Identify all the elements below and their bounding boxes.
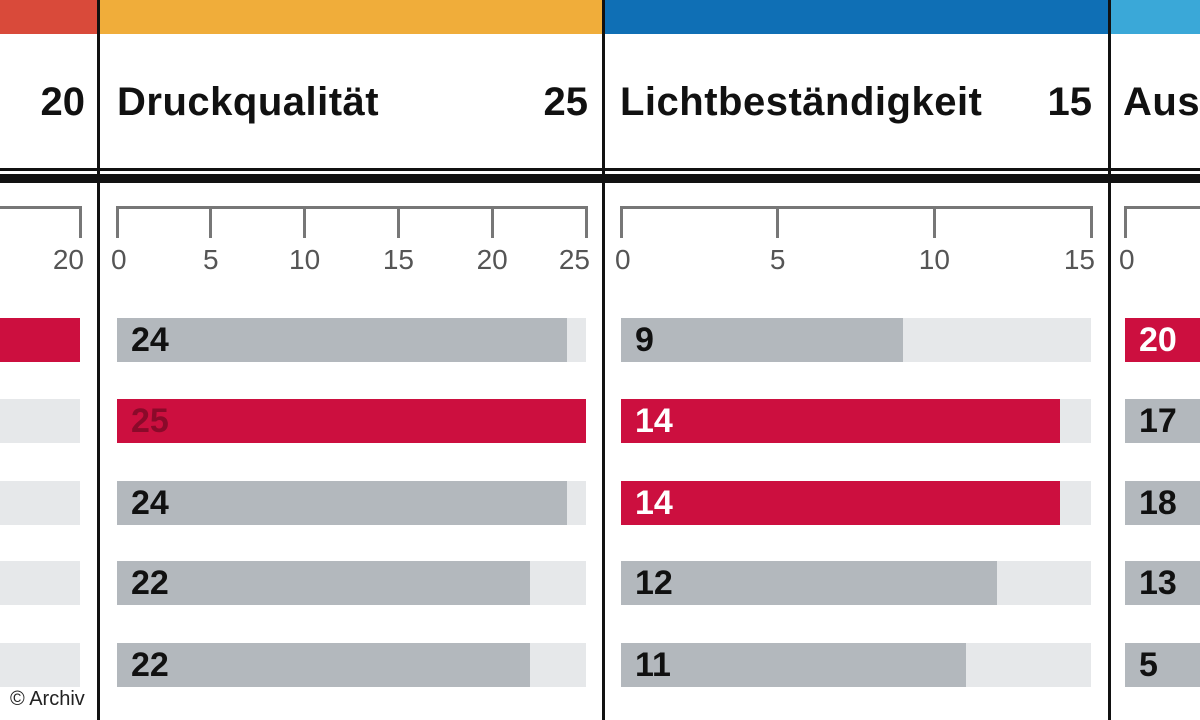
bar-value-lichtbeständigkeit-0: 9 — [635, 321, 654, 359]
tick-druckqualität-25 — [584, 206, 588, 238]
bar-auss-2 — [1125, 481, 1200, 525]
bar-value-druckqualität-2: 24 — [131, 484, 169, 522]
panel-divider-2 — [1108, 0, 1111, 720]
panel-max-druckqualität: 25 — [543, 80, 589, 124]
axis-line-druckqualität — [117, 206, 586, 209]
copyright-label: © Archiv — [10, 688, 85, 710]
bar-value-lichtbeständigkeit-4: 11 — [635, 646, 671, 684]
bar-value-lichtbeständigkeit-3: 12 — [635, 564, 673, 602]
tick-lichtbeständigkeit-0 — [619, 206, 623, 238]
color-bar-panel-0 — [0, 0, 97, 34]
tick-lichtbeständigkeit-15 — [1089, 206, 1093, 238]
tick-druckqualität-15 — [396, 206, 400, 238]
header-divider-thick — [0, 174, 1200, 183]
bar-track-panel-0-2 — [0, 481, 80, 525]
tick-label-druckqualität-15: 15 — [382, 244, 414, 275]
tick-label-druckqualität-10: 10 — [289, 244, 321, 275]
bar-lichtbeständigkeit-4 — [621, 643, 966, 687]
bar-value-auss-4: 5 — [1139, 646, 1158, 684]
bar-druckqualität-3 — [117, 561, 530, 605]
bar-lichtbeständigkeit-1 — [621, 399, 1060, 443]
tick-label-lichtbeständigkeit-15: 15 — [1063, 244, 1095, 275]
bar-value-druckqualität-3: 22 — [131, 564, 169, 602]
tick-label-druckqualität-25: 25 — [558, 244, 590, 275]
tick-label-druckqualität-0: 0 — [111, 244, 127, 275]
panel-divider-1 — [602, 0, 605, 720]
tick-label-lichtbeständigkeit-10: 10 — [918, 244, 950, 275]
bar-value-druckqualität-0: 24 — [131, 321, 169, 359]
bar-value-lichtbeständigkeit-2: 14 — [635, 484, 673, 522]
bar-track-panel-0-4 — [0, 643, 80, 687]
bar-druckqualität-1 — [117, 399, 586, 443]
bar-value-druckqualität-1: 25 — [131, 402, 169, 440]
color-bar-druckqualität — [100, 0, 602, 34]
color-bar-lichtbeständigkeit — [605, 0, 1108, 34]
tick-panel-0-20 — [78, 206, 82, 238]
bar-auss-1 — [1125, 399, 1200, 443]
bar-panel-0-0 — [0, 318, 80, 362]
axis-line-panel-0 — [0, 206, 80, 209]
panel-title-lichtbeständigkeit: Lichtbeständigkeit — [620, 80, 983, 124]
bar-value-lichtbeständigkeit-1: 14 — [635, 402, 673, 440]
tick-druckqualität-20 — [490, 206, 494, 238]
bar-value-auss-1: 17 — [1139, 402, 1177, 440]
bar-lichtbeständigkeit-3 — [621, 561, 997, 605]
tick-lichtbeständigkeit-10 — [932, 206, 936, 238]
panel-max-lichtbeständigkeit: 15 — [1047, 80, 1093, 124]
bar-auss-0 — [1125, 318, 1200, 362]
panel-divider-0 — [97, 0, 100, 720]
tick-label-auss-0: 0 — [1119, 244, 1135, 275]
tick-label-druckqualität-20: 20 — [476, 244, 508, 275]
tick-druckqualität-10 — [303, 206, 307, 238]
tick-lichtbeständigkeit-5 — [776, 206, 780, 238]
tick-auss-0 — [1123, 206, 1127, 238]
panel-max-panel-0: 20 — [40, 80, 86, 124]
bar-value-druckqualität-4: 22 — [131, 646, 169, 684]
tick-label-lichtbeständigkeit-5: 5 — [769, 244, 786, 275]
bar-value-auss-3: 13 — [1139, 564, 1177, 602]
bar-druckqualität-2 — [117, 481, 568, 525]
tick-label-panel-0-20: 20 — [52, 244, 84, 275]
header-divider-thin — [0, 168, 1200, 171]
bar-druckqualität-4 — [117, 643, 530, 687]
bar-auss-4 — [1125, 643, 1200, 687]
tick-label-lichtbeständigkeit-0: 0 — [615, 244, 631, 275]
bar-druckqualität-0 — [117, 318, 568, 362]
bar-track-panel-0-3 — [0, 561, 80, 605]
bar-lichtbeständigkeit-0 — [621, 318, 903, 362]
bar-lichtbeständigkeit-2 — [621, 481, 1060, 525]
bar-track-panel-0-1 — [0, 399, 80, 443]
tick-druckqualität-5 — [209, 206, 213, 238]
axis-line-auss — [1125, 206, 1200, 209]
axis-line-lichtbeständigkeit — [621, 206, 1091, 209]
bar-value-auss-0: 20 — [1139, 321, 1177, 359]
color-bar-auss — [1111, 0, 1200, 34]
panel-title-auss: Auss — [1123, 80, 1200, 124]
tick-label-druckqualität-5: 5 — [203, 244, 219, 275]
panel-title-druckqualität: Druckqualität — [117, 80, 380, 124]
bar-auss-3 — [1125, 561, 1200, 605]
tick-druckqualität-0 — [115, 206, 119, 238]
bar-value-auss-2: 18 — [1139, 484, 1177, 522]
